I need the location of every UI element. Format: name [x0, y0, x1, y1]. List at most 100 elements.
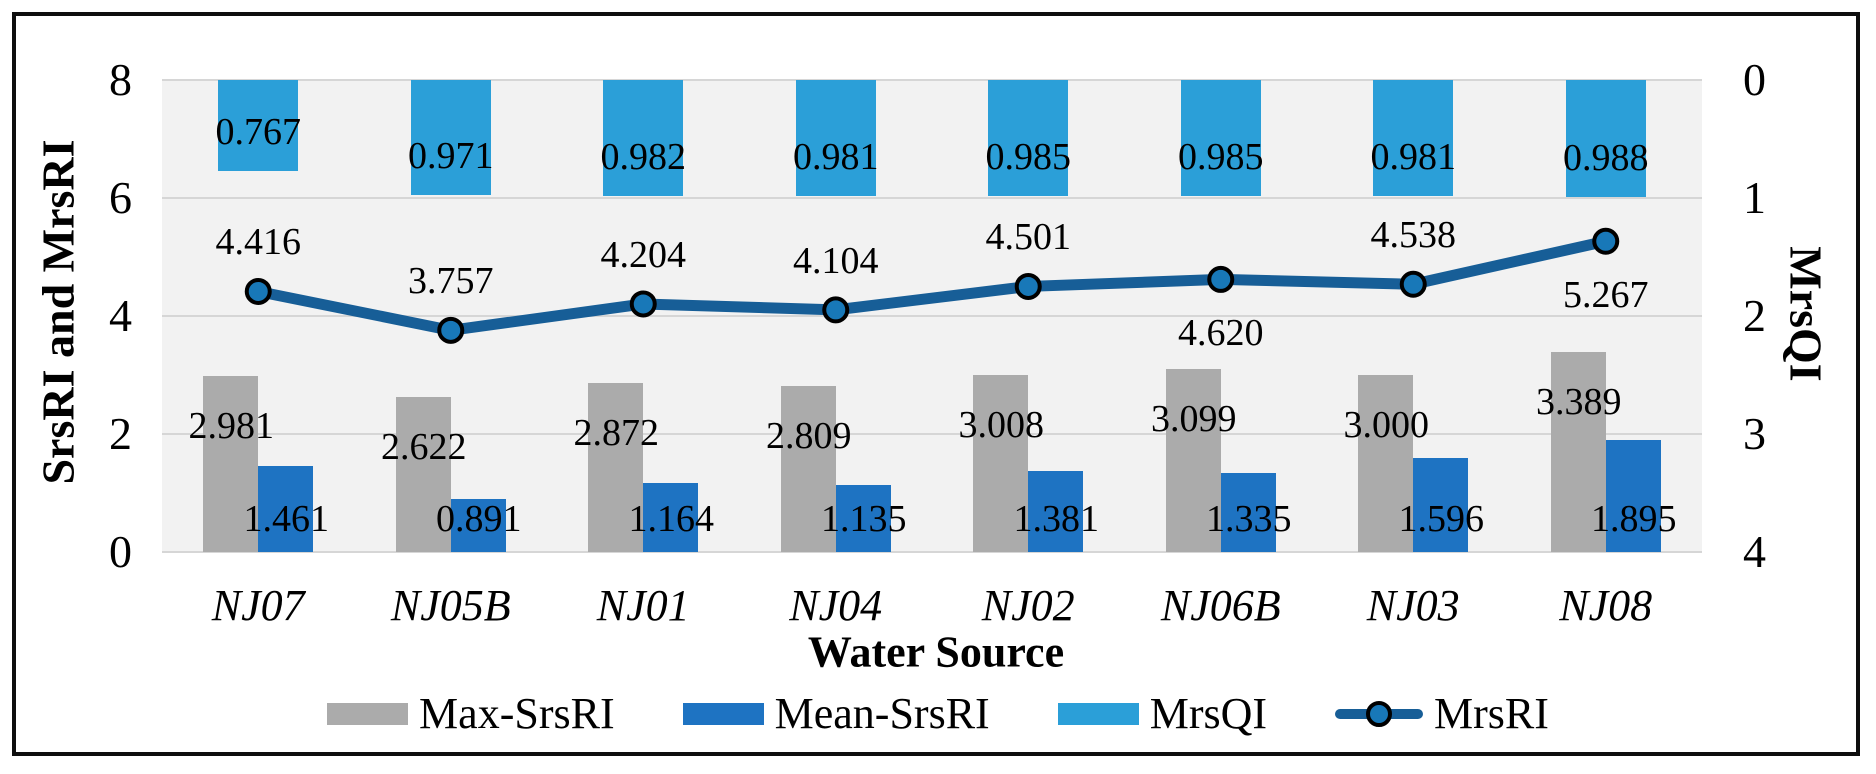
label-mrsqi-NJ06B: 0.985 [1178, 136, 1264, 179]
label-mrsri-NJ05B: 3.757 [408, 260, 494, 303]
legend-label-mean-srsri: Mean-SrsRI [774, 689, 990, 738]
label-mrsri-NJ03: 4.538 [1370, 214, 1457, 257]
bar-max-srsri-NJ03 [1358, 375, 1414, 552]
legend-label-max-srsri: Max-SrsRI [419, 689, 615, 738]
bar-mean-srsri-NJ08 [1605, 440, 1661, 552]
mrsri-marker-NJ04 [822, 296, 850, 324]
label-mean-srsri-NJ03: 1.596 [1398, 498, 1485, 540]
label-mrsqi-NJ04: 0.981 [793, 135, 879, 178]
x-axis-tick-NJ06B: NJ06B [1160, 581, 1281, 630]
bar-mean-srsri-NJ03 [1413, 457, 1469, 552]
right-axis-tick: 1 [1743, 172, 1766, 223]
left-axis-title: SrsRI and MrsRI [32, 139, 84, 485]
x-axis-title: Water Source [807, 627, 1065, 677]
line-series-layer [244, 227, 1620, 344]
bar-mrsqi-NJ07 [218, 80, 299, 171]
legend-label-mrsri: MrsRI [1434, 689, 1549, 738]
label-max-srsri-NJ02: 3.008 [958, 403, 1045, 446]
bar-mrsqi-NJ01 [603, 80, 684, 196]
legend-swatch-max-srsri [327, 703, 409, 725]
label-mrsri-NJ08: 5.267 [1563, 274, 1649, 317]
gridline [162, 551, 1702, 553]
label-max-srsri-NJ04: 2.809 [766, 415, 852, 458]
label-mean-srsri-NJ01: 1.164 [628, 498, 715, 540]
label-max-srsri-NJ08: 3.389 [1536, 381, 1622, 424]
label-mean-srsri-NJ07: 1.461 [243, 498, 330, 540]
bar-mean-srsri-NJ01 [643, 483, 699, 552]
right-axis-tick: 0 [1743, 54, 1766, 105]
bar-max-srsri-NJ04 [780, 386, 836, 552]
bar-mrsqi-NJ05B [410, 80, 491, 195]
label-mrsqi-NJ02: 0.985 [985, 136, 1072, 179]
label-mrsri-NJ06B: 4.620 [1178, 312, 1264, 355]
mrsri-marker-NJ06B [1207, 265, 1235, 293]
legend-item-max-srsri: Max-SrsRI [327, 690, 615, 738]
mrsri-marker-NJ08 [1592, 227, 1620, 255]
bar-mrsqi-NJ06B [1180, 80, 1261, 197]
gridline [162, 315, 1702, 317]
left-axis-tick: 0 [109, 526, 132, 577]
bar-mrsqi-NJ04 [795, 80, 876, 196]
left-axis-tick: 8 [109, 54, 132, 105]
legend-swatch-mrsqi [1057, 703, 1139, 725]
label-max-srsri-NJ07: 2.981 [188, 405, 275, 448]
chart-legend: Max-SrsRI Mean-SrsRI MrsQI MrsRI [0, 690, 1876, 738]
label-mrsqi-NJ07: 0.767 [215, 110, 302, 153]
bar-max-srsri-NJ02 [973, 374, 1029, 552]
legend-line-swatch [1335, 701, 1424, 727]
bar-mrsqi-NJ03 [1373, 80, 1454, 196]
right-axis-tick: 4 [1743, 526, 1766, 577]
label-mrsri-NJ01: 4.204 [600, 233, 687, 276]
label-mrsqi-NJ03: 0.981 [1370, 135, 1457, 178]
mrsri-marker-NJ05B [437, 316, 465, 344]
bar-max-srsri-NJ07 [203, 376, 259, 552]
label-mrsqi-NJ08: 0.988 [1563, 136, 1649, 179]
gridline [162, 433, 1702, 435]
bar-mean-srsri-NJ04 [835, 485, 891, 552]
bar-mrsqi-NJ02 [988, 80, 1069, 197]
label-mrsqi-NJ01: 0.982 [600, 135, 687, 178]
bar-max-srsri-NJ06B [1165, 369, 1221, 552]
mrsri-marker-NJ03 [1399, 270, 1427, 298]
left-axis-tick: 4 [109, 290, 132, 341]
chart-outer-border [12, 12, 1860, 756]
legend-item-mean-srsri: Mean-SrsRI [682, 689, 990, 738]
bar-max-srsri-NJ08 [1550, 352, 1606, 552]
bar-max-srsri-NJ01 [588, 382, 644, 552]
label-mrsri-NJ04: 4.104 [793, 239, 879, 282]
x-axis-tick-NJ03: NJ03 [1366, 581, 1460, 630]
bar-mean-srsri-NJ07 [258, 465, 314, 552]
left-axis-tick: 6 [109, 172, 132, 223]
x-axis-tick-NJ08: NJ08 [1559, 581, 1653, 630]
mrsri-marker-NJ01 [629, 290, 657, 318]
bar-mrsqi-NJ08 [1565, 80, 1646, 197]
label-mrsqi-NJ05B: 0.971 [408, 134, 494, 177]
label-max-srsri-NJ01: 2.872 [573, 411, 660, 454]
x-axis-tick-NJ05B: NJ05B [390, 581, 511, 630]
x-axis-tick-NJ01: NJ01 [596, 581, 690, 630]
x-axis-tick-NJ04: NJ04 [789, 581, 883, 630]
right-axis-tick: 2 [1743, 290, 1766, 341]
label-mean-srsri-NJ02: 1.381 [1013, 498, 1100, 540]
legend-label-mrsqi: MrsQI [1149, 689, 1268, 738]
label-mean-srsri-NJ06B: 1.335 [1206, 498, 1292, 540]
label-mean-srsri-NJ08: 1.895 [1591, 498, 1677, 540]
label-max-srsri-NJ03: 3.000 [1343, 404, 1430, 446]
bar-max-srsri-NJ05B [395, 397, 451, 552]
label-mrsri-NJ02: 4.501 [985, 216, 1072, 259]
gridline [162, 197, 1702, 199]
left-axis-tick: 2 [109, 408, 132, 459]
label-max-srsri-NJ05B: 2.622 [381, 426, 467, 469]
x-axis-tick-NJ07: NJ07 [211, 581, 305, 630]
label-mean-srsri-NJ04: 1.135 [821, 498, 907, 540]
legend-item-mrsqi: MrsQI [1057, 689, 1268, 738]
gridline [162, 79, 1702, 81]
bar-mean-srsri-NJ02 [1028, 470, 1084, 552]
label-mrsri-NJ07: 4.416 [215, 221, 302, 264]
legend-item-mrsri: MrsRI [1335, 690, 1549, 738]
x-axis-tick-NJ02: NJ02 [981, 581, 1075, 630]
right-axis-title: MrsQI [1780, 246, 1832, 382]
mrsri-line [257, 235, 1607, 336]
bar-mean-srsri-NJ05B [450, 499, 506, 552]
